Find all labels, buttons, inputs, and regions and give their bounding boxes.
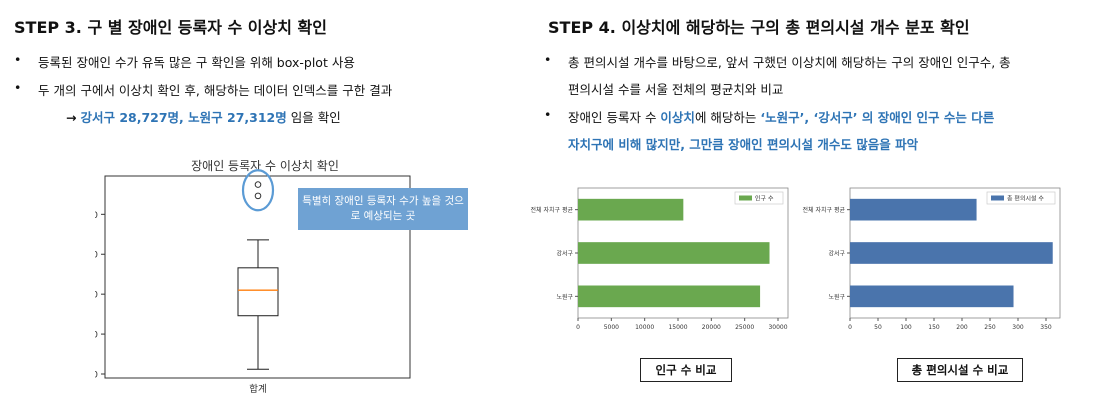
y-tick-label: 25000 — [95, 211, 98, 221]
legend-swatch — [991, 195, 1004, 201]
bar — [850, 242, 1053, 264]
x-tick-label: 350 — [1040, 324, 1052, 331]
category-label: 전체 자치구 평균 — [531, 206, 574, 214]
category-label: 노원구 — [556, 293, 573, 301]
step3-bullet-1: 등록된 장애인 수가 유독 많은 구 확인을 위해 box-plot 사용 — [14, 52, 355, 71]
step4-bullet-2-line2: 자치구에 비해 많지만, 그만큼 장애인 편의시설 개수도 많음을 파악 — [568, 137, 919, 152]
step3-bullet-2: 두 개의 구에서 이상치 확인 후, 해당하는 데이터 인덱스를 구한 결과 — [14, 80, 392, 99]
outlier-point — [254, 181, 262, 188]
x-tick-label: 15000 — [668, 324, 687, 331]
step4-bullet-1-line2: 편의시설 수를 서울 전체의 평균치와 비교 — [568, 82, 784, 97]
result-arrow: → — [66, 110, 77, 125]
legend-label: 총 편의시설 수 — [1007, 195, 1044, 203]
bullet2-outlier-word: 이상치 — [660, 110, 695, 125]
outlier-highlight-circle — [241, 169, 275, 212]
result-highlight: 강서구 28,727명, 노원구 27,312명 — [80, 110, 287, 125]
bullet2-districts: ‘노원구’, ‘강서구’ 의 장애인 인구 수는 다른 — [760, 110, 995, 125]
category-label: 전체 자치구 평균 — [803, 206, 846, 214]
x-tick-label: 0 — [576, 324, 580, 331]
bar — [850, 285, 1014, 308]
y-tick-label: 20000 — [95, 251, 98, 261]
x-tick-label: 300 — [1012, 324, 1024, 331]
boxplot-title: 장애인 등록자 수 이상치 확인 — [191, 159, 339, 173]
x-tick-label: 25000 — [735, 324, 754, 331]
iqr-box — [237, 267, 279, 317]
y-tick-label: 15000 — [95, 291, 98, 301]
bullet2-prefix: 장애인 등록자 수 — [568, 110, 661, 125]
bar — [578, 198, 684, 221]
step4-bullet-2: 장애인 등록자 수 이상치에 해당하는 ‘노원구’, ‘강서구’ 의 장애인 인… — [544, 107, 995, 126]
x-tick-label: 250 — [984, 324, 996, 331]
x-tick-label: 20000 — [702, 324, 721, 331]
bullet2-mid: 에 해당하는 — [694, 110, 761, 125]
x-tick-label: 200 — [956, 324, 968, 331]
legend-label: 인구 수 — [755, 196, 774, 203]
legend-swatch — [739, 195, 752, 201]
x-tick-label: 10000 — [635, 324, 654, 331]
category-label: 강서구 — [556, 250, 573, 258]
x-tick-label: 5000 — [604, 324, 619, 331]
x-tick-label: 150 — [928, 324, 940, 331]
x-tick-label: 50 — [874, 324, 882, 331]
x-tick-label: 0 — [848, 324, 852, 331]
x-tick-label: 30000 — [768, 324, 787, 331]
outlier-point — [254, 192, 262, 200]
step3-title: STEP 3. 구 별 장애인 등록자 수 이상치 확인 — [14, 18, 327, 37]
step3-result: → 강서구 28,727명, 노원구 27,312명 임을 확인 — [66, 107, 341, 126]
category-label: 노원구 — [828, 293, 845, 301]
y-tick-label: 10000 — [95, 331, 98, 341]
bar — [850, 198, 977, 221]
step4-title: STEP 4. 이상치에 해당하는 구의 총 편의시설 개수 분포 확인 — [548, 18, 970, 37]
legend-box — [986, 191, 1056, 205]
legend-box — [734, 191, 784, 205]
result-suffix: 임을 확인 — [286, 110, 341, 125]
population-caption: 인구 수 비교 — [640, 358, 732, 382]
bar — [578, 285, 761, 308]
facility-caption: 총 편의시설 수 비교 — [897, 358, 1023, 382]
step4-bullet-1-line1: 총 편의시설 개수를 바탕으로, 앞서 구했던 이상치에 해당하는 구의 장애인… — [544, 52, 1011, 71]
outlier-callout: 특별히 장애인 등록자 수가 높을 것으로 예상되는 곳 — [298, 188, 468, 230]
bar — [578, 242, 770, 264]
category-label: 강서구 — [828, 250, 845, 258]
x-tick-label: 100 — [900, 324, 912, 331]
y-tick-label: 5000 — [95, 371, 98, 381]
boxplot-category-label: 합계 — [249, 383, 266, 395]
